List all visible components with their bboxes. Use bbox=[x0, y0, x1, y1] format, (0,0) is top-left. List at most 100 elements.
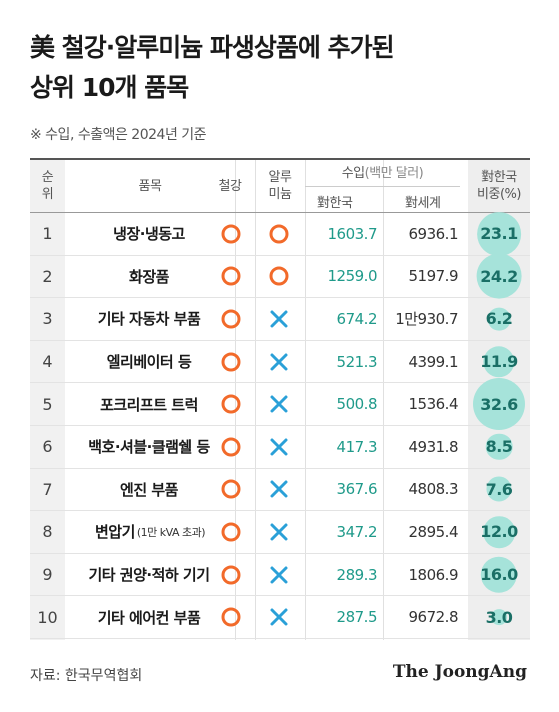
table-row: 2 화장품 1259.0 5197.9 24.2 bbox=[30, 253, 530, 299]
steel-cell bbox=[206, 383, 256, 425]
item-subtitle: (1만 kVA 초과) bbox=[136, 525, 206, 539]
aluminum-cell bbox=[254, 213, 304, 255]
ratio-value: 32.6 bbox=[480, 394, 518, 414]
item-cell: 엔진 부품 bbox=[65, 469, 235, 511]
circle-icon bbox=[221, 479, 241, 499]
page-title: 美 철강·알루미늄 파생상품에 추가된 상위 10개 품목 bbox=[30, 28, 395, 108]
item-name: 엘리베이터 등 bbox=[106, 353, 192, 372]
header-item: 품목 bbox=[65, 160, 235, 212]
ratio-bubble-wrap: 32.6 bbox=[468, 378, 530, 431]
x-icon bbox=[270, 523, 288, 541]
ratio-bubble bbox=[480, 556, 518, 593]
header-import-label: 수입 bbox=[341, 165, 365, 181]
steel-cell bbox=[206, 298, 256, 340]
item-cell: 기타 권양·적하 기기 bbox=[65, 554, 235, 596]
ratio-bubble bbox=[491, 609, 507, 626]
item-name: 포크리프트 트럭 bbox=[100, 395, 198, 414]
column-divider bbox=[235, 160, 236, 640]
circle-icon bbox=[221, 522, 241, 542]
item-name: 기타 에어컨 부품 bbox=[97, 608, 201, 627]
ratio-bubble bbox=[486, 476, 512, 502]
item-name: 화장품 bbox=[129, 267, 169, 286]
item-name: 변압기 bbox=[94, 523, 135, 542]
korea-import-cell: 1603.7 bbox=[327, 224, 378, 243]
ratio-bubble-wrap: 12.0 bbox=[468, 511, 530, 553]
rank-cell: 1 bbox=[42, 224, 53, 244]
circle-icon bbox=[221, 309, 241, 329]
rank-cell: 8 bbox=[42, 522, 53, 542]
ratio-bubble-wrap: 8.5 bbox=[468, 426, 530, 468]
ratio-cell: 6.2 bbox=[468, 298, 530, 340]
rank-cell: 9 bbox=[42, 565, 53, 585]
world-import-cell: 1806.9 bbox=[408, 565, 459, 584]
x-icon bbox=[270, 395, 288, 413]
table-top-rule bbox=[30, 158, 530, 160]
table-row: 5 포크리프트 트럭 500.8 1536.4 32.6 bbox=[30, 378, 530, 431]
x-icon bbox=[270, 353, 288, 371]
ratio-cell: 23.1 bbox=[468, 211, 530, 256]
ratio-bubble-wrap: 3.0 bbox=[468, 596, 530, 638]
table-row: 8 변압기 (1만 kVA 초과) 347.2 2895.4 12.0 bbox=[30, 511, 530, 554]
ratio-value: 11.9 bbox=[480, 352, 518, 372]
column-divider bbox=[305, 160, 306, 640]
circle-icon bbox=[221, 266, 241, 286]
item-cell: 변압기 (1만 kVA 초과) bbox=[65, 511, 235, 553]
ratio-value: 6.2 bbox=[485, 309, 513, 329]
korea-import-cell: 521.3 bbox=[336, 352, 378, 371]
aluminum-cell bbox=[254, 426, 304, 468]
world-import-cell: 4808.3 bbox=[408, 480, 459, 499]
item-name: 기타 자동차 부품 bbox=[97, 310, 201, 329]
steel-cell bbox=[206, 213, 256, 255]
world-import-cell: 1536.4 bbox=[408, 395, 459, 414]
ratio-value: 3.0 bbox=[485, 607, 513, 627]
ratio-bubble-wrap: 24.2 bbox=[468, 253, 530, 299]
ratio-value: 8.5 bbox=[485, 437, 513, 457]
aluminum-cell bbox=[254, 554, 304, 596]
header-bottom-rule bbox=[30, 212, 530, 213]
steel-cell bbox=[206, 511, 256, 553]
steel-cell bbox=[206, 341, 256, 383]
table-row: 9 기타 권양·적하 기기 289.3 1806.9 16.0 bbox=[30, 554, 530, 597]
ratio-bubble-wrap: 7.6 bbox=[468, 469, 530, 511]
world-import-cell: 6936.1 bbox=[408, 224, 459, 243]
aluminum-cell bbox=[254, 298, 304, 340]
table-row: 10 기타 에어컨 부품 287.5 9672.8 3.0 bbox=[30, 596, 530, 639]
item-cell: 기타 자동차 부품 bbox=[65, 298, 235, 340]
table-row: 7 엔진 부품 367.6 4808.3 7.6 bbox=[30, 469, 530, 512]
aluminum-cell bbox=[254, 511, 304, 553]
rank-cell: 3 bbox=[42, 309, 53, 329]
rank-cell: 2 bbox=[42, 266, 53, 286]
steel-cell bbox=[206, 596, 256, 638]
item-cell: 엘리베이터 등 bbox=[65, 341, 235, 383]
circle-icon bbox=[221, 224, 241, 244]
item-name: 엔진 부품 bbox=[120, 480, 178, 499]
ratio-cell: 12.0 bbox=[468, 511, 530, 553]
rank-cell: 6 bbox=[42, 437, 53, 457]
ratio-value: 24.2 bbox=[480, 266, 518, 286]
x-icon bbox=[270, 438, 288, 456]
ratio-cell: 11.9 bbox=[468, 341, 530, 383]
table-row: 1 냉장·냉동고 1603.7 6936.1 23.1 bbox=[30, 211, 530, 256]
x-icon bbox=[270, 566, 288, 584]
korea-import-cell: 1259.0 bbox=[327, 267, 378, 286]
korea-import-cell: 289.3 bbox=[336, 565, 378, 584]
x-icon bbox=[270, 480, 288, 498]
rank-cell: 10 bbox=[37, 607, 58, 627]
column-divider bbox=[383, 160, 384, 640]
rank-cell: 5 bbox=[42, 394, 53, 414]
aluminum-cell bbox=[254, 596, 304, 638]
item-name: 냉장·냉동고 bbox=[113, 225, 185, 244]
source-note: 자료: 한국무역협회 bbox=[30, 668, 143, 684]
x-icon bbox=[270, 310, 288, 328]
korea-import-cell: 347.2 bbox=[336, 522, 378, 541]
circle-icon bbox=[269, 224, 289, 244]
ratio-value: 23.1 bbox=[480, 224, 518, 244]
world-import-cell: 1만930.7 bbox=[395, 310, 458, 329]
aluminum-cell bbox=[254, 256, 304, 298]
header-item-label: 품목 bbox=[138, 178, 162, 194]
circle-icon bbox=[221, 394, 241, 414]
header-ratio-line-2: 비중(%) bbox=[477, 187, 521, 202]
item-cell: 포크리프트 트럭 bbox=[65, 383, 235, 425]
brand-logo: The JoongAng bbox=[392, 662, 527, 682]
x-icon bbox=[270, 608, 288, 626]
